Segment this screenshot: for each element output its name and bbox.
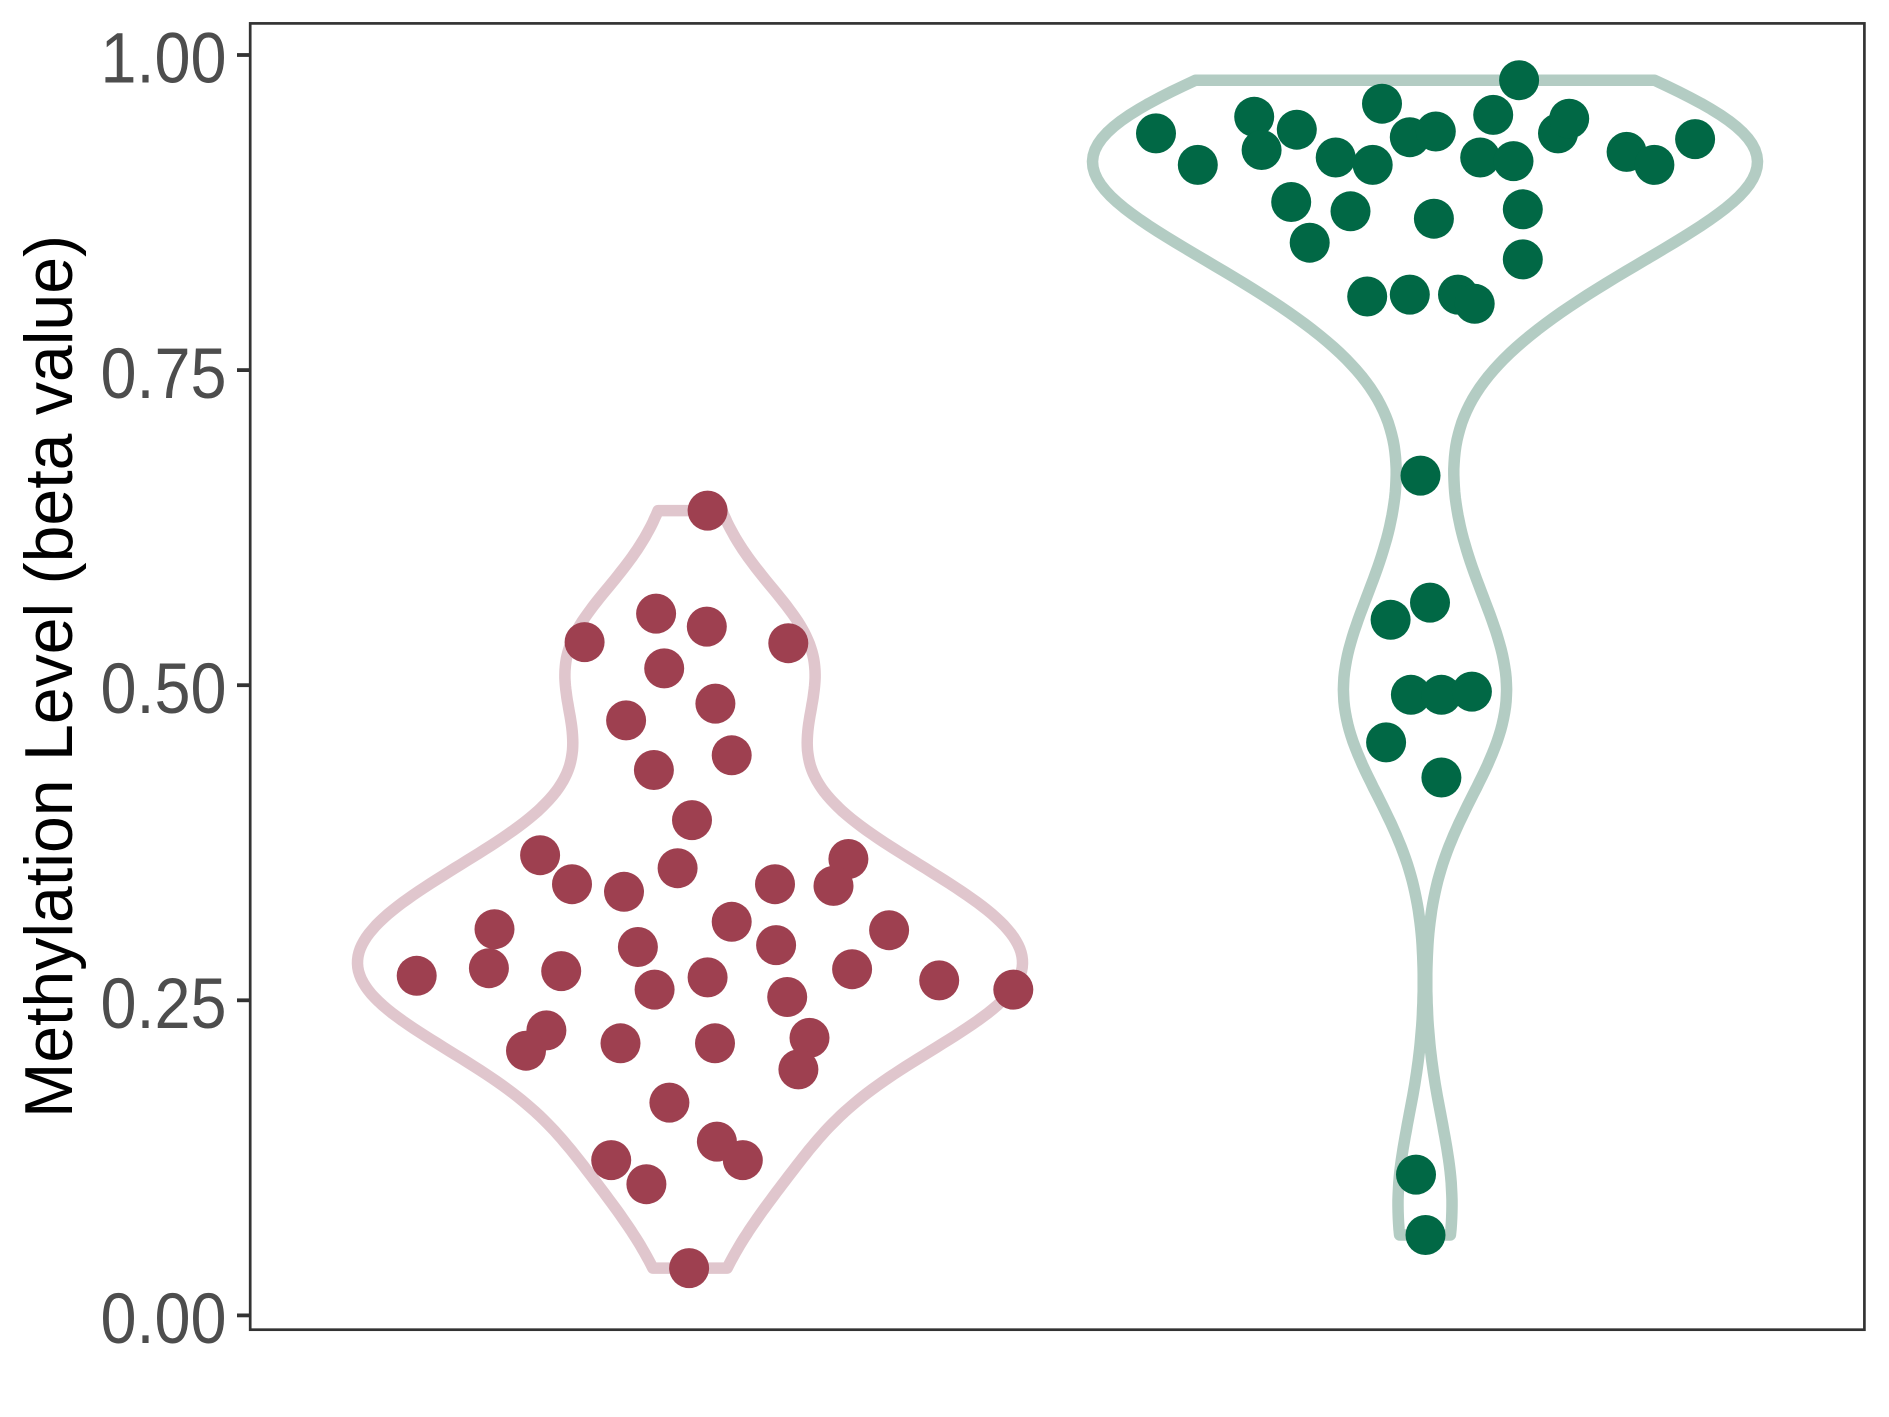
svg-text:1.00: 1.00 [101,20,227,99]
svg-text:0.25: 0.25 [101,965,227,1044]
svg-text:Methylation Level (beta value): Methylation Level (beta value) [11,235,87,1118]
svg-text:0.00: 0.00 [101,1280,227,1359]
svg-text:0.75: 0.75 [101,335,227,414]
svg-text:0.50: 0.50 [101,650,227,729]
